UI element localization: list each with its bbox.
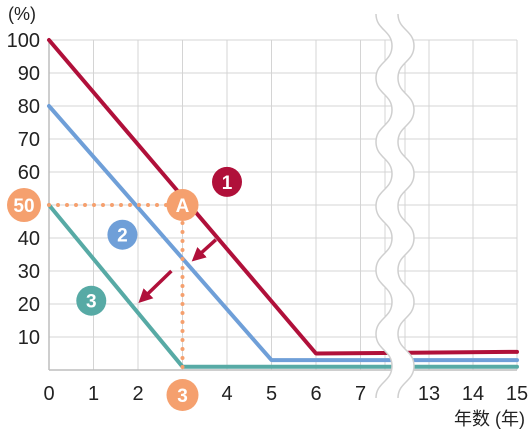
point-a-label: A: [176, 196, 190, 217]
y-tick-label: 100: [7, 30, 40, 52]
y-tick-label: 60: [18, 162, 40, 184]
series-line-1: [47, 38, 519, 356]
axis-break-band: [376, 14, 414, 398]
series-marker-3-label: 3: [86, 292, 97, 313]
arrow: [191, 238, 218, 262]
x-tick-label: 0: [43, 383, 54, 405]
x-tick-label: 1: [88, 383, 99, 405]
x-axis-label: 年数 (年): [454, 409, 525, 429]
x-tick-label: 7: [355, 383, 366, 405]
y-tick-label: 90: [18, 63, 40, 85]
x-tick-label: 6: [310, 383, 321, 405]
y-tick-label: 30: [18, 261, 40, 283]
axis-break: [375, 13, 415, 399]
point-a-circle: [166, 189, 199, 221]
y-marker-50-label: 50: [13, 196, 34, 217]
x-tick-label: 5: [266, 383, 277, 405]
x-tick-label: 14: [462, 383, 484, 405]
arrow: [138, 269, 173, 303]
y-tick-label: 20: [18, 294, 40, 316]
annotations: A 50 3 1 2 3: [7, 166, 242, 411]
series-marker-1-label: 1: [222, 173, 233, 194]
y-tick-label: 40: [18, 228, 40, 250]
y-tick-label: 80: [18, 96, 40, 118]
series-marker-1-circle: [212, 166, 242, 197]
y-axis-label: (%): [8, 4, 36, 24]
x-tick-label: 2: [132, 383, 143, 405]
x-tick-label: 15: [506, 383, 528, 405]
series-line-2: [47, 104, 519, 363]
axis-break-edge-left: [375, 13, 393, 399]
series-lines: [47, 38, 519, 369]
series-marker-2-label: 2: [117, 226, 128, 247]
x-tick-label: 13: [418, 383, 440, 405]
y-marker-50-circle: [7, 188, 41, 222]
axis-break-edge-right: [397, 13, 415, 399]
series-marker-3-circle: [76, 285, 107, 316]
y-tick-label: 70: [18, 129, 40, 151]
axes: [48, 38, 517, 371]
x-marker-3-circle: [166, 379, 199, 411]
x-tick-label: 4: [221, 383, 232, 405]
y-tick-label: 10: [18, 327, 40, 349]
x-marker-3-label: 3: [177, 386, 188, 407]
series-marker-2-circle: [107, 219, 138, 250]
